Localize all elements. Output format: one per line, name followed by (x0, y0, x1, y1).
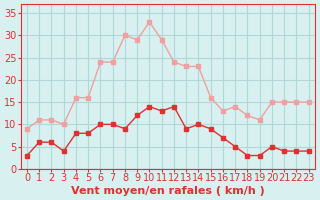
X-axis label: Vent moyen/en rafales ( km/h ): Vent moyen/en rafales ( km/h ) (71, 186, 265, 196)
